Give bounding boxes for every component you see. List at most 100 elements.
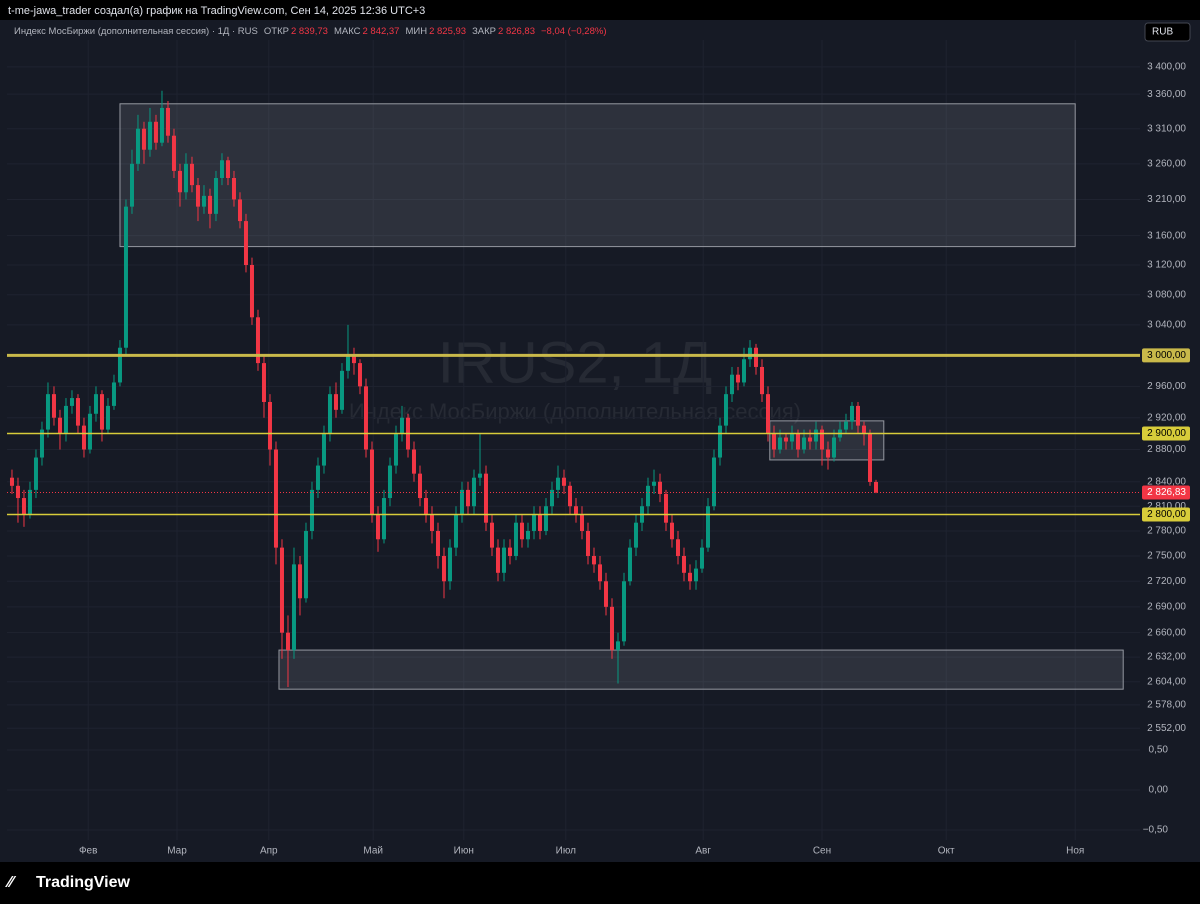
- legend-change: −8,04 (−0,28%): [541, 26, 607, 37]
- currency-button[interactable]: [1144, 22, 1191, 42]
- candle-body: [525, 530, 530, 540]
- candle-body: [615, 641, 620, 651]
- candle-body: [351, 355, 356, 364]
- price-box: [1142, 507, 1190, 522]
- candle-body: [453, 514, 458, 548]
- y-tick-label: 2 690,00: [1147, 601, 1186, 612]
- candle-body: [225, 160, 230, 179]
- candle-body: [345, 355, 350, 371]
- legend-label: ЗАКР: [472, 26, 496, 37]
- candle-body: [171, 135, 176, 171]
- candle-body: [339, 370, 344, 410]
- candle-body: [75, 398, 80, 426]
- price-box-label: 2 800,00: [1147, 509, 1186, 520]
- y2-tick-label: 0,00: [1149, 785, 1169, 796]
- candle-body: [249, 264, 254, 318]
- candle-body: [255, 317, 260, 364]
- candle-body: [519, 522, 524, 540]
- x-tick-label: Авг: [695, 846, 711, 857]
- candle-body: [123, 206, 128, 348]
- candle-body: [759, 366, 764, 395]
- candle-body: [543, 506, 548, 531]
- candle-body: [135, 128, 140, 164]
- candle-body: [537, 514, 542, 531]
- candle-body: [573, 506, 578, 515]
- y-tick-label: 2 920,00: [1147, 412, 1186, 423]
- candle-body: [285, 632, 290, 651]
- candle-body: [153, 121, 158, 143]
- candle-body: [531, 514, 536, 531]
- y-tick-label: 3 120,00: [1147, 260, 1186, 271]
- candle-body: [633, 522, 638, 548]
- candle-body: [627, 547, 632, 582]
- price-box: [1142, 485, 1190, 500]
- x-tick-label: Ноя: [1066, 846, 1084, 857]
- candle-body: [261, 363, 266, 402]
- candle-body: [591, 555, 596, 565]
- candle-body: [237, 199, 242, 222]
- candle-body: [651, 481, 656, 486]
- candle-body: [99, 394, 104, 430]
- candle-body: [783, 437, 788, 442]
- candle-body: [849, 405, 854, 422]
- candle-body: [159, 107, 164, 143]
- logo-mark: ⁄⁄: [5, 874, 17, 891]
- candle-body: [423, 498, 428, 515]
- price-box-label: 2 826,83: [1147, 487, 1186, 498]
- candle-body: [495, 547, 500, 573]
- price-box-label: 2 900,00: [1147, 428, 1186, 439]
- y-tick-label: 3 080,00: [1147, 289, 1186, 300]
- candle-body: [819, 429, 824, 450]
- x-tick-label: Май: [363, 846, 383, 857]
- candle-body: [57, 417, 62, 434]
- candle-body: [291, 564, 296, 651]
- candle-body: [279, 547, 284, 633]
- candle-body: [369, 449, 374, 515]
- candle-body: [711, 457, 716, 507]
- candle-body: [723, 394, 728, 426]
- candle-body: [771, 433, 776, 450]
- watermark-name: Индекс МосБиржи (дополнительная сессия): [349, 399, 801, 424]
- candle-body: [333, 394, 338, 410]
- candle-body: [69, 398, 74, 406]
- candle-body: [39, 429, 44, 458]
- candle-body: [831, 437, 836, 458]
- x-tick-label: Сен: [813, 846, 831, 857]
- candle-body: [555, 477, 560, 490]
- candle-body: [477, 473, 482, 478]
- x-tick-label: Июн: [454, 846, 474, 857]
- candle-body: [693, 568, 698, 582]
- candle-body: [357, 363, 362, 387]
- candle-body: [825, 449, 830, 458]
- currency-label[interactable]: RUB: [1152, 27, 1173, 38]
- y-tick-label: 3 040,00: [1147, 320, 1186, 331]
- candle-body: [735, 374, 740, 383]
- legend-value: 2 825,93: [429, 26, 466, 37]
- candle-body: [585, 530, 590, 556]
- candle-body: [177, 170, 182, 193]
- candle-body: [801, 437, 806, 450]
- brand: TradingView: [36, 874, 131, 891]
- candle-body: [231, 178, 236, 200]
- y-tick-label: 2 632,00: [1147, 652, 1186, 663]
- y-tick-label: 2 604,00: [1147, 676, 1186, 687]
- y-tick-label: 2 660,00: [1147, 627, 1186, 638]
- candle-body: [417, 473, 422, 499]
- candle-body: [87, 413, 92, 450]
- y-tick-label: 2 750,00: [1147, 551, 1186, 562]
- candle-body: [753, 347, 758, 367]
- y-tick-label: 3 310,00: [1147, 123, 1186, 134]
- candle-body: [375, 514, 380, 540]
- x-tick-label: Апр: [260, 846, 278, 857]
- legend-value: 2 842,37: [362, 26, 399, 37]
- footer: [0, 862, 1200, 904]
- candle-body: [15, 485, 20, 499]
- candle-body: [567, 485, 572, 507]
- candle-body: [855, 405, 860, 426]
- candle-body: [129, 163, 134, 207]
- candle-body: [393, 433, 398, 466]
- candle-body: [447, 547, 452, 582]
- candle-body: [147, 121, 152, 150]
- legend-value: 2 826,83: [498, 26, 535, 37]
